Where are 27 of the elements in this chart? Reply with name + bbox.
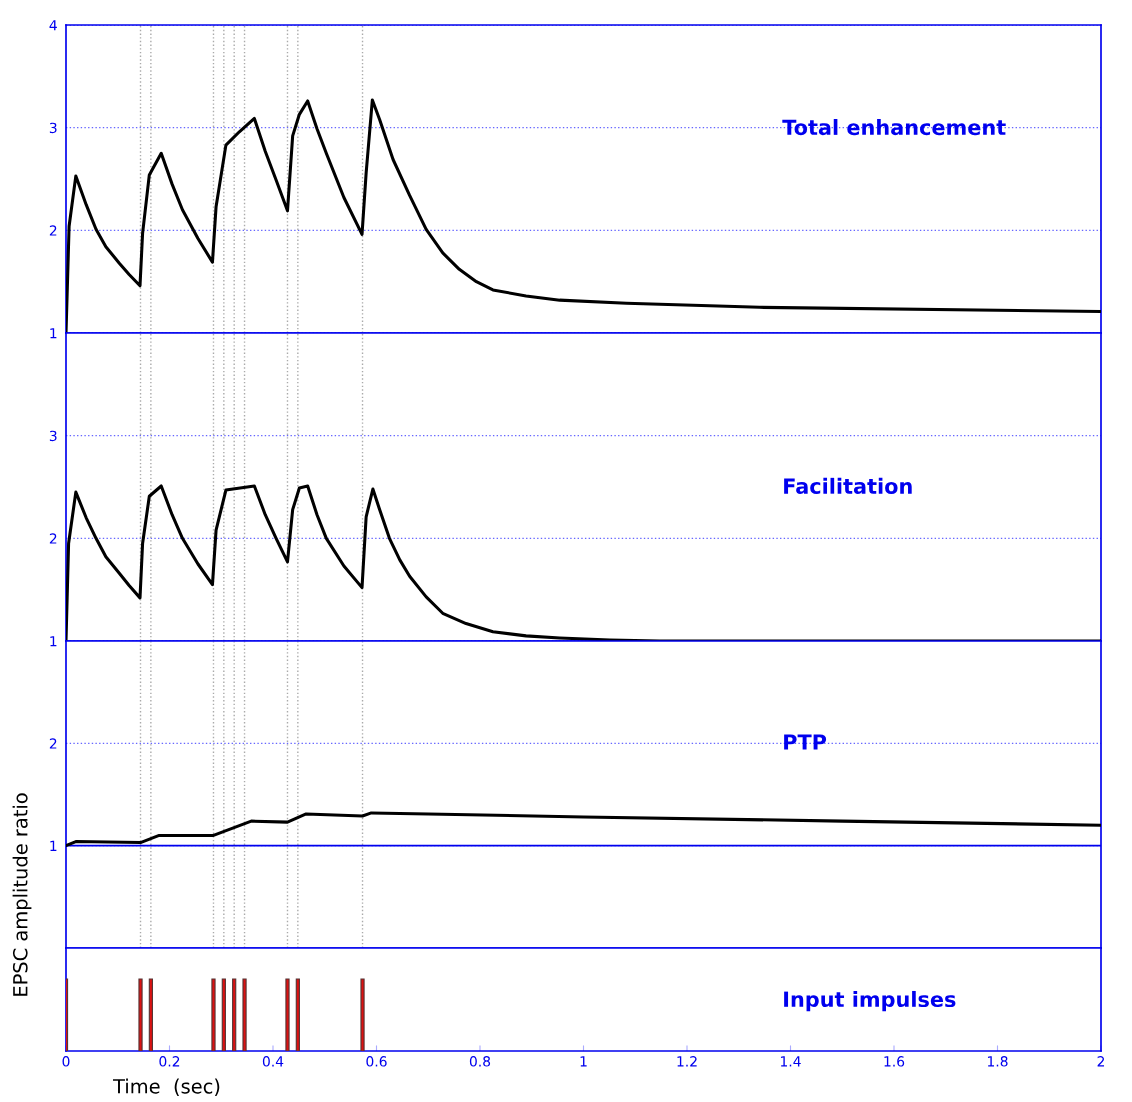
y-tick-label: 2 <box>49 533 57 544</box>
y-tick-label: 1 <box>50 636 57 647</box>
x-tick-label: 0.4 <box>262 1056 284 1067</box>
y-tick-label: 2 <box>49 738 57 749</box>
x-tick-label: 0.2 <box>159 1056 180 1067</box>
y-tick-label: 3 <box>49 122 57 134</box>
x-tick-label: 1.4 <box>780 1056 801 1067</box>
x-tick-label: 2 <box>1097 1056 1105 1067</box>
y-axis-title: EPSC amplitude ratio <box>12 793 32 996</box>
text: Total enhancement <box>782 119 1006 136</box>
text: PTP <box>784 734 827 750</box>
x-tick-label: 1.6 <box>884 1056 905 1067</box>
x-tick-label: 0.6 <box>366 1056 387 1067</box>
y-tick-label: 4 <box>49 20 57 31</box>
x-tick-label: 0 <box>62 1056 70 1067</box>
y-tick-label: 1 <box>50 840 57 851</box>
x-axis-title: Time (sec) <box>113 1078 220 1096</box>
line-series <box>66 811 1101 848</box>
x-tick-label: 1 <box>580 1056 587 1067</box>
text: Input impulses <box>784 990 956 1012</box>
y-tick-label: 3 <box>49 430 57 442</box>
x-tick-label: 1.2 <box>677 1056 697 1067</box>
x-tick-label: 0.8 <box>469 1056 491 1067</box>
y-tick-label: 1 <box>50 328 57 339</box>
text: Facilitation <box>784 477 912 494</box>
x-tick-label: 1.8 <box>987 1056 1008 1067</box>
y-tick-label: 2 <box>49 225 57 236</box>
